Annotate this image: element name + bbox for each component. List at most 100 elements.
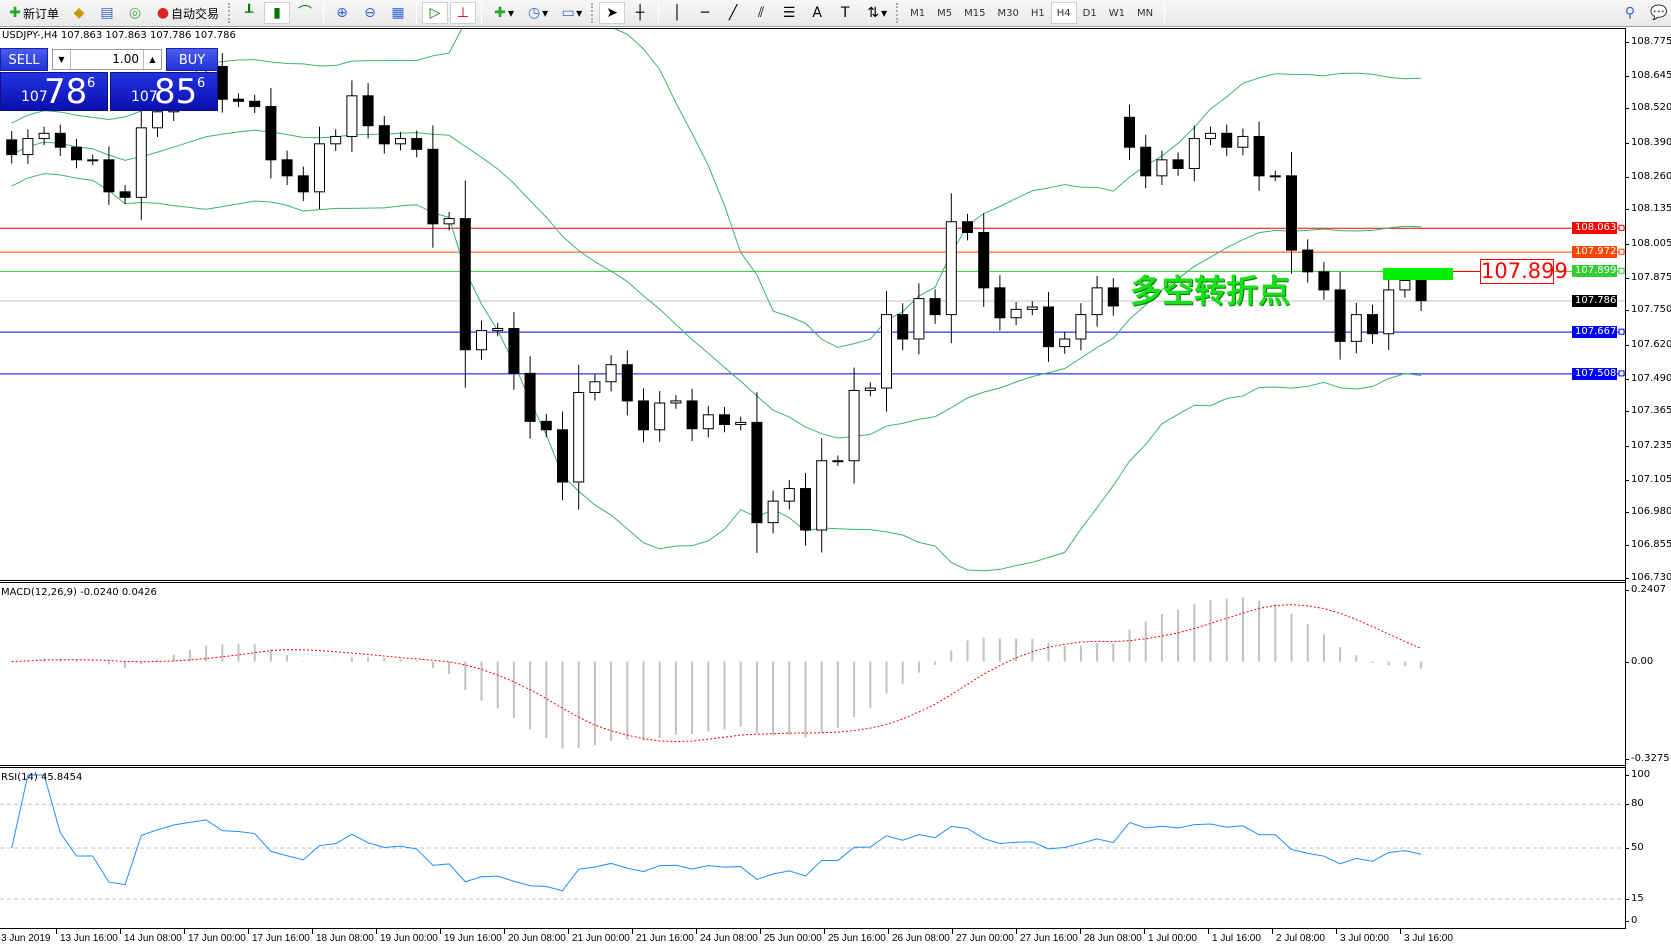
market-watch-button[interactable]: ◆ xyxy=(66,2,92,24)
toolbar-grip[interactable] xyxy=(228,3,232,23)
bull-candle xyxy=(605,364,617,383)
bull-candle xyxy=(1010,308,1022,319)
bear-candle xyxy=(1334,289,1346,342)
bull-candle xyxy=(1059,338,1071,348)
bar-chart-button[interactable]: ┸ xyxy=(236,2,262,24)
lot-decrease-button[interactable]: ▼ xyxy=(53,50,71,69)
lot-increase-button[interactable]: ▲ xyxy=(143,50,161,69)
annotation-text[interactable]: 多空转折点 xyxy=(1130,272,1291,310)
bull-candle xyxy=(135,127,147,198)
lot-value: 1.00 xyxy=(112,52,139,66)
tile-icon: ▦ xyxy=(391,5,405,21)
period-w1-button[interactable]: W1 xyxy=(1108,7,1125,19)
toolbar: ✚ 新订单 ◆ ▤ ◎ ● 自动交易 ┸ ▮ ⌒ ⊕ ⊖ ▦ ▷ ⊥ ✚ ▾ ◷ ▾ ▭… xyxy=(0,0,1671,27)
new-order-button[interactable]: ✚ 新订单 xyxy=(2,2,64,24)
time-axis-label: 13 Jun 16:00 xyxy=(56,929,118,944)
vertical-line-button[interactable]: │ xyxy=(664,2,690,24)
bull-candle xyxy=(945,221,957,316)
arrows-button[interactable]: ⇅ ▾ xyxy=(860,2,892,24)
template-icon: ▭ xyxy=(561,5,575,21)
time-axis-label: 1 Jul 16:00 xyxy=(1208,929,1261,944)
period-m1-button[interactable]: M1 xyxy=(910,7,926,19)
bull-candle xyxy=(38,132,50,140)
annotation-rectangle[interactable] xyxy=(1383,268,1453,280)
price-tag-label[interactable]: 107.899 xyxy=(1480,259,1568,284)
fibonacci-button[interactable]: ☰ xyxy=(776,2,802,24)
chart-shift-button[interactable]: ⊥ xyxy=(450,2,477,24)
channel-button[interactable]: ⫽ xyxy=(748,2,774,24)
line-handle xyxy=(1618,370,1625,377)
bull-candle xyxy=(314,143,325,193)
bull-candle xyxy=(735,421,747,426)
crosshair-button[interactable]: ┼ xyxy=(627,2,653,24)
periods-button[interactable]: ◷ ▾ xyxy=(527,5,549,21)
bear-candle xyxy=(621,364,633,402)
time-axis-label: 3 Jul 00:00 xyxy=(1336,929,1389,944)
buy-price[interactable]: 107 85 6 xyxy=(110,72,218,112)
signals-button[interactable]: ◎ xyxy=(122,2,148,24)
bull-candle xyxy=(443,218,455,225)
bull-candle xyxy=(702,414,714,430)
search-button[interactable]: ⚲ xyxy=(1617,2,1643,24)
text-label-button[interactable]: T xyxy=(832,2,858,24)
time-axis-label: 3 Jul 16:00 xyxy=(1400,929,1453,944)
period-mn-button[interactable]: MN xyxy=(1136,7,1154,19)
period-m30-button[interactable]: M30 xyxy=(997,7,1019,19)
auto-trading-button[interactable]: ● 自动交易 xyxy=(156,5,220,21)
sell-price[interactable]: 107 78 6 xyxy=(0,72,108,112)
chart-shift-icon: ⊥ xyxy=(456,5,470,21)
price-axis-label: 106.855 xyxy=(1624,539,1671,551)
panel-divider-macd[interactable] xyxy=(0,580,1626,583)
period-d1-button[interactable]: D1 xyxy=(1082,7,1097,19)
toolbar-grip[interactable] xyxy=(896,3,900,23)
bear-candle xyxy=(1140,146,1152,177)
panel-divider-rsi[interactable] xyxy=(0,765,1626,768)
rsi-axis-label: 0 xyxy=(1624,915,1638,926)
chat-button[interactable]: 💬 xyxy=(1645,2,1671,24)
indicators-button[interactable]: ✚ ▾ xyxy=(487,2,519,24)
tile-windows-button[interactable]: ▦ xyxy=(385,2,411,24)
sell-button[interactable]: SELL xyxy=(0,48,48,71)
divider xyxy=(1164,2,1166,24)
buy-price-fraction: 6 xyxy=(197,76,206,91)
zoom-out-button[interactable]: ⊖ xyxy=(357,2,383,24)
buy-button[interactable]: BUY xyxy=(166,48,218,71)
bear-candle xyxy=(638,400,649,431)
navigator-button[interactable]: ▤ xyxy=(94,2,120,24)
period-h4-button[interactable]: H4 xyxy=(1050,2,1077,24)
period-m5-button[interactable]: M5 xyxy=(937,7,953,19)
chart-window[interactable] xyxy=(0,28,1626,929)
line-chart-button[interactable]: ⌒ xyxy=(292,2,318,24)
zoom-in-button[interactable]: ⊕ xyxy=(329,2,355,24)
symbol-info: USDJPY-,H4 107.863 107.863 107.786 107.7… xyxy=(2,30,236,41)
time-axis-label: 19 Jun 00:00 xyxy=(376,929,438,944)
buy-price-pips: 85 xyxy=(154,72,198,112)
text-button[interactable]: A xyxy=(804,2,830,24)
macd-signal-line xyxy=(11,604,1422,743)
time-axis-label: 17 Jun 00:00 xyxy=(184,929,246,944)
horizontal-line-button[interactable]: ─ xyxy=(692,2,718,24)
time-axis-label: 3 Jun 2019 xyxy=(1,933,51,944)
period-h1-button[interactable]: H1 xyxy=(1030,7,1045,19)
period-m15-button[interactable]: M15 xyxy=(964,7,986,19)
trendline-button[interactable]: ╱ xyxy=(720,2,746,24)
candlestick-button[interactable]: ▮ xyxy=(264,2,291,24)
toolbar-grip[interactable] xyxy=(591,3,595,23)
macd-plot xyxy=(11,597,1423,749)
bull-candle xyxy=(589,381,601,394)
time-axis-label: 21 Jun 16:00 xyxy=(632,929,694,944)
auto-scroll-button[interactable]: ▷ xyxy=(422,2,449,24)
bear-candle xyxy=(897,314,909,340)
price-line-label: 108.063 xyxy=(1572,222,1617,235)
price-line-label: 107.508 xyxy=(1572,367,1617,380)
bull-candle xyxy=(654,402,666,431)
bear-candle xyxy=(508,328,520,374)
bull-candle xyxy=(767,500,779,524)
trendline-icon: ╱ xyxy=(728,5,738,21)
lot-size-input[interactable]: ▼ 1.00 ▲ xyxy=(52,49,162,70)
cursor-button[interactable]: ➤ xyxy=(599,2,626,24)
time-axis-label: 24 Jun 08:00 xyxy=(696,929,758,944)
bull-candle xyxy=(848,389,860,462)
templates-button[interactable]: ▭ ▾ xyxy=(561,5,583,21)
price-axis-label: 106.980 xyxy=(1624,506,1671,518)
